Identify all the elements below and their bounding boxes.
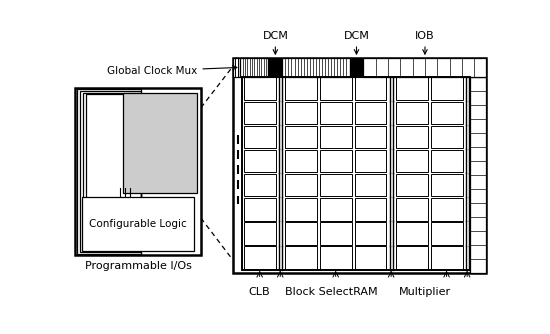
Bar [396,174,428,196]
Bar [233,58,240,76]
Bar [355,174,387,196]
Bar [431,102,463,124]
Bar [320,102,351,124]
Bar [320,198,351,220]
Bar [355,246,387,269]
Bar [123,93,197,193]
Bar [268,58,282,76]
Bar [285,246,317,269]
Bar [320,222,351,245]
Text: Configurable Logic: Configurable Logic [89,219,187,229]
Bar [431,126,463,148]
Bar [396,102,428,124]
Bar [83,93,141,250]
Text: Multiplier: Multiplier [398,287,450,297]
Bar [396,198,428,220]
Bar [81,197,195,251]
Bar [75,88,201,255]
Bar [355,126,387,148]
Text: CLB: CLB [249,287,271,297]
Bar [320,246,351,269]
Text: DCM: DCM [262,31,288,54]
Bar [470,76,486,273]
Bar [86,94,141,248]
Bar [320,126,351,148]
Bar [244,102,276,124]
Bar [355,77,387,100]
Bar [349,58,364,76]
Text: Programmable I/Os: Programmable I/Os [85,261,191,271]
Bar [242,76,470,270]
Text: Block SelectRAM: Block SelectRAM [285,287,378,297]
Bar [431,198,463,220]
Bar [244,222,276,245]
Bar [396,246,428,269]
Bar [244,246,276,269]
Bar [355,198,387,220]
Bar [396,150,428,172]
Bar [285,126,317,148]
Bar [431,174,463,196]
Bar [285,102,317,124]
Bar [355,150,387,172]
Bar [282,58,349,76]
Bar [80,91,141,252]
Bar [364,58,486,76]
Bar [396,77,428,100]
Bar [285,198,317,220]
Text: Global Clock Mux: Global Clock Mux [107,65,237,76]
Bar [396,222,428,245]
Text: DCM: DCM [344,31,370,54]
Bar [320,77,351,100]
Bar [244,77,276,100]
Bar [431,222,463,245]
Bar [285,77,317,100]
Bar [285,174,317,196]
Bar [240,58,268,76]
Bar [77,89,141,254]
Bar [431,150,463,172]
Bar [431,246,463,269]
Bar [355,102,387,124]
Bar [320,174,351,196]
Bar [431,77,463,100]
Bar [320,150,351,172]
Bar [396,126,428,148]
Bar [244,126,276,148]
Bar [233,58,487,273]
Bar [244,174,276,196]
Bar [244,198,276,220]
Bar [285,150,317,172]
Bar [244,150,276,172]
Bar [285,222,317,245]
Bar [355,222,387,245]
Text: IOB: IOB [415,31,435,54]
